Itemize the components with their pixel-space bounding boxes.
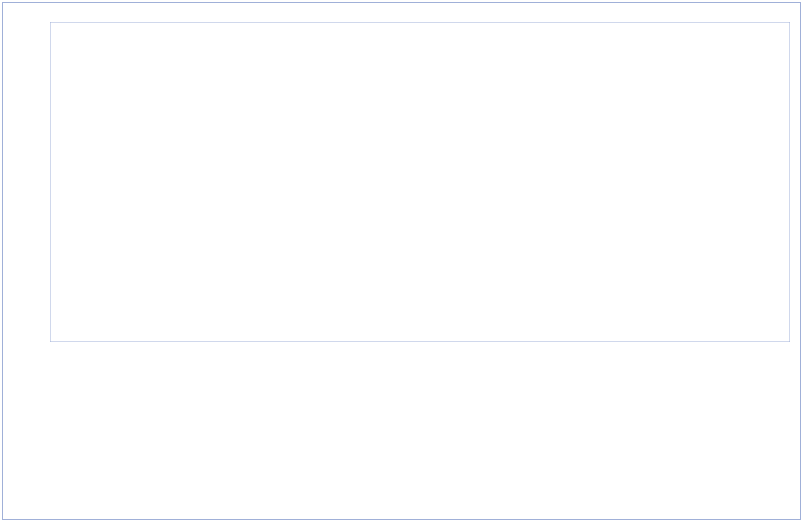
plot-svg <box>50 22 790 342</box>
plot-border <box>50 22 790 342</box>
chart-plot <box>50 22 790 342</box>
